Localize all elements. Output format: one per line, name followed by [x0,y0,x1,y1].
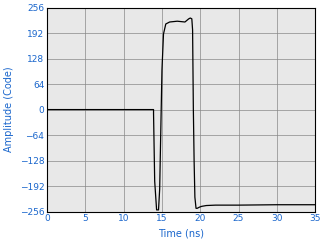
Y-axis label: Amplitude (Code): Amplitude (Code) [4,67,14,152]
X-axis label: Time (ns): Time (ns) [158,229,204,239]
